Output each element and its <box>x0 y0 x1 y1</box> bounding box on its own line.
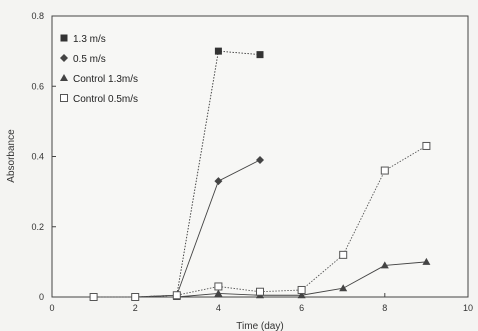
legend-label: 1.3 m/s <box>73 34 106 45</box>
legend-marker <box>60 94 68 102</box>
y-tick-label: 0 <box>39 292 44 302</box>
legend-marker <box>60 54 68 62</box>
y-tick-label: 0.2 <box>31 222 44 232</box>
data-point <box>172 291 181 300</box>
x-tick-label: 10 <box>463 303 473 313</box>
data-point <box>256 156 264 165</box>
data-point <box>256 51 264 59</box>
legend: 1.3 m/s 0.5 m/s Control 1.3m/s Control 0.5m… <box>60 34 138 105</box>
data-point <box>214 177 223 186</box>
legend-marker <box>60 34 68 42</box>
data-point <box>214 282 223 291</box>
x-tick-label: 2 <box>133 303 138 313</box>
legend-label: Control 1.3m/s <box>73 74 138 85</box>
data-point <box>214 289 223 297</box>
x-tick-label: 6 <box>299 303 304 313</box>
legend-label: 0.5 m/s <box>73 54 106 65</box>
y-tick-label: 0.4 <box>31 152 44 162</box>
x-tick-label: 8 <box>382 303 387 313</box>
series-line <box>93 145 427 298</box>
legend-marker <box>60 74 68 81</box>
data-point <box>297 285 306 294</box>
series-layer <box>89 47 431 301</box>
x-axis-title: Time (day) <box>236 321 283 331</box>
data-point <box>131 293 140 301</box>
y-axis-title: Absorbance <box>6 129 17 183</box>
x-tick-label: 0 <box>49 303 54 313</box>
data-point <box>339 250 348 259</box>
y-tick-label: 0.6 <box>31 81 44 91</box>
data-point <box>89 293 98 301</box>
data-point <box>380 261 389 269</box>
data-point <box>214 47 222 55</box>
data-point <box>422 141 431 150</box>
data-point <box>380 166 389 175</box>
series-3 <box>89 141 431 301</box>
data-point <box>422 257 431 265</box>
data-point <box>256 287 264 296</box>
axis-ticks: 0 2 4 6 8 10 0 0.2 0.4 0.6 0.8 <box>31 11 473 313</box>
x-tick-label: 4 <box>216 303 221 313</box>
data-point <box>339 284 348 292</box>
legend-label: Control 0.5m/s <box>73 94 138 105</box>
y-tick-label: 0.8 <box>31 11 44 21</box>
data-point <box>297 291 306 299</box>
